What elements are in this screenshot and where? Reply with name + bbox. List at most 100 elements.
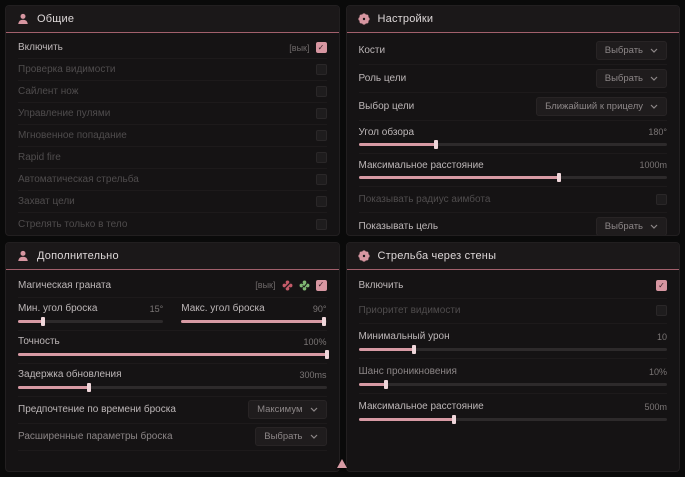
slider-thumb[interactable] bbox=[324, 349, 329, 359]
min-damage-slider[interactable] bbox=[358, 344, 667, 354]
slider-thumb[interactable] bbox=[433, 140, 438, 149]
slider-thumb[interactable] bbox=[384, 379, 389, 389]
toggle-row-silent-knife[interactable]: Сайлент нож bbox=[18, 81, 327, 103]
toggle-row-visibility-check[interactable]: Проверка видимости bbox=[18, 59, 327, 81]
accuracy-slider[interactable] bbox=[18, 349, 329, 359]
show-target-dropdown-value: Выбрать bbox=[604, 221, 643, 232]
update-delay-slider[interactable] bbox=[18, 382, 327, 392]
toggle-row-rapid-fire[interactable]: Rapid fire bbox=[18, 147, 327, 169]
toggle-row-aimbot-radius[interactable]: Показывать радиус аимбота bbox=[358, 187, 667, 213]
target-select-row: Выбор цели Ближайший к прицелу bbox=[358, 93, 667, 121]
target-select-dropdown-value: Ближайший к прицелу bbox=[545, 101, 643, 112]
toggle-row-body-only[interactable]: Стрелять только в тело bbox=[18, 213, 327, 235]
penetration-chance-row: Шанс проникновения 10% bbox=[358, 359, 667, 394]
min-throw-angle-label: Мин. угол броска bbox=[18, 303, 98, 314]
max-distance-row: Максимальное расстояние 1000m bbox=[358, 154, 667, 187]
auto-fire-checkbox[interactable] bbox=[315, 174, 327, 185]
max-throw-angle-label: Макс. угол броска bbox=[181, 303, 265, 314]
visibility-priority-label: Приоритет видимости bbox=[358, 305, 461, 316]
panel-wallbang: Стрельба через стены Включить ✓ Приорите… bbox=[345, 241, 680, 472]
magic-grenade-row[interactable]: Магическая граната [вык] bbox=[18, 274, 327, 298]
max-distance-value: 1000m bbox=[639, 160, 667, 170]
toggle-label: Управление пулями bbox=[18, 108, 111, 119]
panel-settings-body: Кости Выбрать Роль цели Выбрать Выбор це… bbox=[347, 33, 680, 235]
hotkey-value[interactable]: [вык] bbox=[289, 42, 310, 53]
gear-flower-icon bbox=[357, 249, 370, 262]
throw-time-pref-label: Предпочтение по времени броска bbox=[18, 404, 176, 415]
panel-additional: Дополнительно Магическая граната [вык] bbox=[5, 241, 340, 472]
accuracy-row: Точность 100% bbox=[18, 331, 329, 364]
flower-off-icon[interactable] bbox=[282, 280, 293, 291]
target-lock-checkbox[interactable] bbox=[315, 196, 327, 207]
target-role-dropdown[interactable]: Выбрать bbox=[595, 69, 667, 88]
toggle-row-visibility-priority[interactable]: Приоритет видимости bbox=[358, 299, 667, 324]
wallbang-enable-checkbox[interactable]: ✓ bbox=[656, 280, 667, 291]
panel-title: Общие bbox=[37, 13, 75, 25]
throw-time-pref-dropdown[interactable]: Максимум bbox=[248, 400, 327, 419]
visibility-check-checkbox[interactable] bbox=[315, 64, 327, 75]
bones-row: Кости Выбрать bbox=[358, 37, 667, 65]
magic-grenade-label: Магическая граната bbox=[18, 279, 112, 291]
toggle-label: Rapid fire bbox=[18, 152, 61, 163]
toggle-row-target-lock[interactable]: Захват цели bbox=[18, 191, 327, 213]
hotkey-value[interactable]: [вык] bbox=[255, 280, 276, 290]
toggle-label: Включить bbox=[18, 42, 63, 53]
slider-thumb[interactable] bbox=[452, 414, 457, 424]
fov-label: Угол обзора bbox=[358, 126, 415, 138]
slider-thumb[interactable] bbox=[557, 173, 562, 182]
target-select-dropdown[interactable]: Ближайший к прицелу bbox=[536, 97, 667, 116]
toggle-row-bullet-control[interactable]: Управление пулями bbox=[18, 103, 327, 125]
panel-wallbang-body: Включить ✓ Приоритет видимости Минимальн… bbox=[347, 270, 680, 472]
panel-title: Стрельба через стены bbox=[377, 249, 497, 262]
bullet-control-checkbox[interactable] bbox=[315, 108, 327, 119]
visibility-priority-checkbox[interactable] bbox=[656, 305, 667, 316]
body-only-checkbox[interactable] bbox=[315, 218, 327, 230]
wb-max-distance-slider[interactable] bbox=[358, 414, 667, 424]
target-role-label: Роль цели bbox=[358, 73, 407, 84]
min-damage-row: Минимальный урон 10 bbox=[358, 324, 667, 359]
gear-flower-icon bbox=[357, 13, 370, 25]
slider-thumb[interactable] bbox=[412, 344, 417, 354]
max-throw-angle-slider[interactable] bbox=[181, 316, 327, 326]
toggle-row-enable[interactable]: Включить [вык] ✓ bbox=[18, 37, 327, 59]
slider-thumb[interactable] bbox=[321, 316, 326, 326]
panel-general-body: Включить [вык] ✓ Проверка видимости Сайл… bbox=[6, 33, 339, 235]
min-throw-angle-value: 15° bbox=[149, 303, 164, 314]
show-target-dropdown[interactable]: Выбрать bbox=[595, 217, 667, 235]
max-distance-slider[interactable] bbox=[358, 173, 667, 182]
enable-checkbox[interactable]: ✓ bbox=[315, 42, 327, 53]
slider-thumb[interactable] bbox=[40, 316, 45, 326]
min-damage-label: Минимальный урон bbox=[358, 331, 450, 342]
toggle-label: Автоматическая стрельба bbox=[18, 174, 139, 185]
aimbot-radius-checkbox[interactable] bbox=[656, 194, 667, 205]
update-delay-value: 300ms bbox=[299, 369, 327, 380]
mouse-cursor bbox=[337, 459, 347, 468]
accuracy-label: Точность bbox=[18, 336, 60, 347]
toggle-row-auto-fire[interactable]: Автоматическая стрельба bbox=[18, 169, 327, 191]
instant-hit-checkbox[interactable] bbox=[315, 130, 327, 141]
magic-grenade-checkbox[interactable]: ✓ bbox=[315, 279, 327, 291]
slider-thumb[interactable] bbox=[86, 382, 91, 392]
panel-general: Общие Включить [вык] ✓ Проверка видимост… bbox=[5, 5, 340, 236]
toggle-row-wallbang-enable[interactable]: Включить ✓ bbox=[358, 274, 667, 299]
silent-knife-checkbox[interactable] bbox=[315, 86, 327, 97]
rapid-fire-checkbox[interactable] bbox=[315, 152, 327, 163]
flower-on-icon[interactable] bbox=[299, 280, 310, 291]
throw-time-pref-row: Предпочтение по времени броска Максимум bbox=[18, 397, 327, 424]
throw-time-pref-dropdown-value: Максимум bbox=[257, 404, 303, 415]
chevron-down-icon bbox=[650, 104, 658, 109]
panel-title: Дополнительно bbox=[37, 249, 119, 262]
min-damage-value: 10 bbox=[656, 331, 667, 342]
toggle-row-instant-hit[interactable]: Мгновенное попадание bbox=[18, 125, 327, 147]
min-throw-angle-slider[interactable] bbox=[18, 316, 164, 326]
panel-settings-header: Настройки bbox=[346, 6, 679, 33]
bones-dropdown-value: Выбрать bbox=[604, 45, 643, 56]
update-delay-row: Задержка обновления 300ms bbox=[18, 364, 327, 397]
bones-dropdown[interactable]: Выбрать bbox=[595, 41, 667, 60]
max-distance-label: Максимальное расстояние bbox=[358, 159, 484, 171]
fov-slider[interactable] bbox=[358, 140, 667, 149]
advanced-throw-params-dropdown[interactable]: Выбрать bbox=[255, 427, 327, 446]
penetration-chance-slider[interactable] bbox=[358, 379, 667, 389]
max-throw-angle-row: Макс. угол броска 90° bbox=[181, 298, 327, 330]
